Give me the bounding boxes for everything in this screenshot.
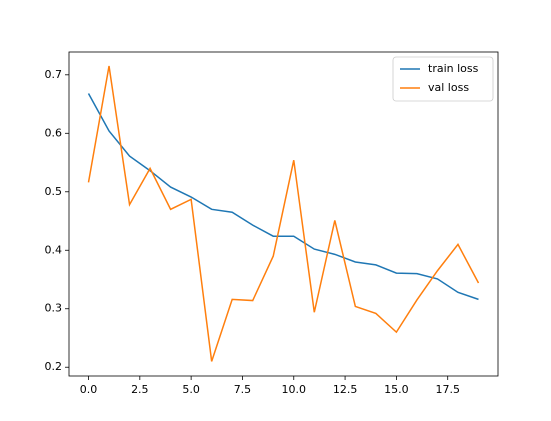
y-tick-label: 0.3 — [45, 302, 63, 315]
x-tick-label: 12.5 — [333, 383, 358, 396]
x-tick-label: 0.0 — [80, 383, 98, 396]
legend-box — [392, 56, 494, 102]
x-tick-label: 7.5 — [234, 383, 252, 396]
legend-label: val loss — [428, 81, 469, 94]
x-tick-label: 5.0 — [182, 383, 200, 396]
line-series — [87, 93, 479, 301]
legend-label: train loss — [428, 62, 479, 75]
y-tick-label: 0.2 — [45, 360, 63, 373]
x-tick-label: 15.0 — [384, 383, 409, 396]
y-tick-label: 0.6 — [45, 126, 63, 139]
y-tick-label: 0.7 — [45, 68, 63, 81]
x-tick-label: 10.0 — [282, 383, 307, 396]
axes-frame — [68, 51, 499, 377]
x-tick-label: 17.5 — [435, 383, 460, 396]
y-tick-label: 0.5 — [45, 185, 63, 198]
y-tick-label: 0.4 — [45, 243, 63, 256]
x-tick-label: 2.5 — [131, 383, 149, 396]
line-series — [87, 65, 480, 362]
